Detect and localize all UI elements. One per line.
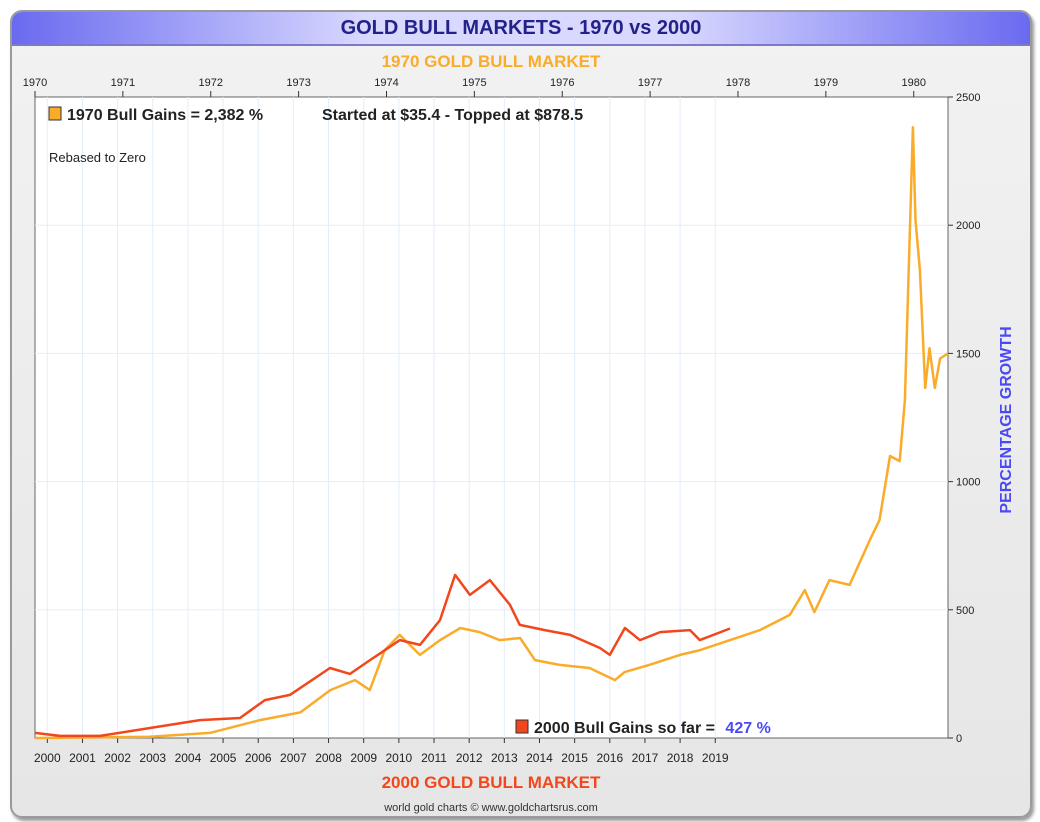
bottom-x-tick-label: 2008 [315,751,342,765]
bottom-x-tick-label: 2012 [456,751,483,765]
chart-title: GOLD BULL MARKETS - 1970 vs 2000 [340,17,702,39]
bottom-x-tick-label: 2006 [245,751,272,765]
top-x-tick-label: 1975 [462,77,486,89]
top-x-tick-label: 1980 [901,77,925,89]
top-x-tick-label: 1976 [550,77,574,89]
bottom-x-tick-label: 2019 [702,751,729,765]
bottom-axis-label: 2000 GOLD BULL MARKET [382,773,601,792]
legend-2000-text: 2000 Bull Gains so far = 427 % [534,720,771,737]
top-x-tick-label: 1971 [111,77,135,89]
legend-1970-text: 1970 Bull Gains = 2,382 % [67,107,263,124]
y-tick-label: 2500 [956,92,980,104]
title-bar: GOLD BULL MARKETS - 1970 vs 2000 [12,12,1030,46]
y-tick-label: 0 [956,733,962,745]
bottom-x-tick-label: 2002 [104,751,131,765]
top-x-tick-label: 1973 [286,77,310,89]
bottom-x-tick-label: 2005 [210,751,237,765]
bottom-x-tick-label: 2015 [561,751,588,765]
top-x-tick-label: 1974 [374,77,398,89]
credit-text: world gold charts © www.goldchartsrus.co… [383,802,598,814]
top-x-tick-label: 1972 [199,77,223,89]
bottom-x-tick-label: 2011 [421,751,447,765]
y-axis-label: PERCENTAGE GROWTH [998,326,1015,513]
bottom-x-tick-label: 2014 [526,751,553,765]
gain-2000-value: 427 % [725,720,770,737]
series-2000-line [34,573,731,738]
top-axis-label: 1970 GOLD BULL MARKET [382,52,601,71]
rebased-note: Rebased to Zero [49,150,146,165]
bottom-x-tick-label: 2018 [667,751,694,765]
bottom-x-tick-label: 2017 [632,751,659,765]
bottom-x-tick-label: 2016 [596,751,623,765]
bottom-x-tick-label: 2013 [491,751,518,765]
bottom-x-tick-label: 2010 [386,751,413,765]
started-topped-text: Started at $35.4 - Topped at $878.5 [322,107,583,124]
top-x-tick-label: 1978 [726,77,750,89]
legend-2000-label: 2000 Bull Gains so far = [534,720,719,737]
plot-area [34,96,949,739]
legend-2000-swatch [515,719,529,734]
legend-1970-swatch [48,106,62,121]
top-x-tick-label: 1970 [23,77,47,89]
bottom-x-tick-label: 2009 [350,751,377,765]
bottom-x-tick-label: 2000 [34,751,61,765]
top-x-tick-label: 1979 [814,77,838,89]
y-tick-label: 2000 [956,220,980,232]
top-x-tick-label: 1977 [638,77,662,89]
series-1970-line [34,126,949,740]
y-tick-label: 500 [956,605,974,617]
y-tick-label: 1000 [956,477,980,489]
bottom-x-tick-label: 2007 [280,751,307,765]
y-tick-label: 1500 [956,348,980,360]
bottom-x-tick-label: 2003 [139,751,166,765]
bottom-x-tick-label: 2004 [175,751,202,765]
bottom-x-tick-label: 2001 [69,751,96,765]
